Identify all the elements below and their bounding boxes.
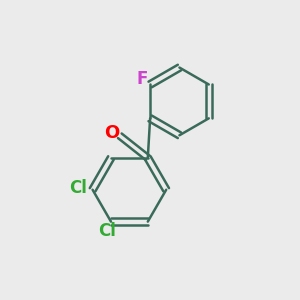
Text: F: F	[136, 70, 148, 88]
Text: Cl: Cl	[98, 222, 116, 240]
Text: Cl: Cl	[70, 179, 87, 197]
Text: O: O	[104, 124, 119, 142]
